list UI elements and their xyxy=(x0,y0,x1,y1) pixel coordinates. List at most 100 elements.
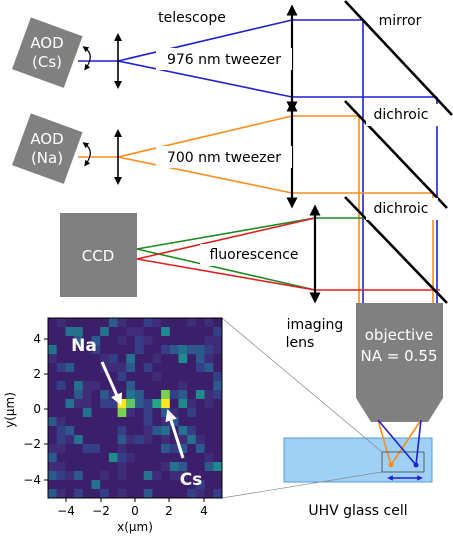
heatmap-pixel xyxy=(108,354,118,363)
heatmap-pixel xyxy=(56,381,66,390)
heatmap-pixel xyxy=(74,381,83,390)
aod-cs-rotate-icon xyxy=(82,46,91,71)
atom-pixel xyxy=(161,399,170,408)
aod-cs-box: AOD (Cs) xyxy=(12,17,83,88)
heatmap-pixel xyxy=(161,435,170,444)
heatmap-pixel xyxy=(187,489,196,498)
heatmap-pixel xyxy=(143,399,153,408)
dichroic-bottom xyxy=(344,196,448,304)
heatmap-pixel xyxy=(143,408,153,417)
heatmap-pixel xyxy=(161,462,170,471)
heatmap-pixel xyxy=(187,426,196,435)
heatmap-pixel xyxy=(135,345,144,354)
heatmap-pixel xyxy=(82,444,92,453)
heatmap-pixel xyxy=(161,327,170,336)
aod-na-box: AOD (Na) xyxy=(12,113,83,184)
heatmap-pixel xyxy=(126,408,135,417)
heatmap-pixel xyxy=(65,435,75,444)
heatmap-pixel xyxy=(213,390,222,399)
heatmap-pixel xyxy=(178,381,188,390)
heatmap-pixel xyxy=(169,444,179,453)
heatmap-pixel xyxy=(56,444,66,453)
heatmap-pixel xyxy=(195,435,205,444)
heatmap-pixel xyxy=(204,390,214,399)
heatmap-pixel xyxy=(48,345,57,354)
heatmap-pixel xyxy=(65,363,75,372)
heatmap-pixel xyxy=(117,318,127,327)
heatmap-pixel xyxy=(143,336,153,345)
heatmap-pixel xyxy=(117,489,127,498)
heatmap-pixel xyxy=(213,336,222,345)
heatmap-pixel xyxy=(56,363,66,372)
svg-text:AOD: AOD xyxy=(30,34,63,52)
heatmap-pixel xyxy=(48,462,57,471)
x-tick-label: −4 xyxy=(57,504,75,518)
heatmap-pixel xyxy=(152,372,162,381)
heatmap-pixel xyxy=(126,363,135,372)
heatmap-pixel xyxy=(178,345,188,354)
y-axis-label: y(μm) xyxy=(3,392,17,428)
heatmap-pixel xyxy=(48,471,57,480)
aod-na-rotate-icon xyxy=(82,142,91,167)
heatmap-pixel xyxy=(91,381,101,390)
heatmap-pixel xyxy=(48,489,57,498)
tweezer-700-label: 700 nm tweezer xyxy=(167,150,281,166)
heatmap-pixel xyxy=(178,471,188,480)
heatmap-pixel xyxy=(74,471,83,480)
heatmap-pixel xyxy=(178,426,188,435)
x-tick-label: −2 xyxy=(92,504,110,518)
heatmap-pixel xyxy=(56,471,66,480)
heatmap-pixel xyxy=(100,390,109,399)
heatmap-pixel xyxy=(161,426,170,435)
svg-text:(Na): (Na) xyxy=(31,149,63,167)
heatmap-pixel xyxy=(82,390,92,399)
heatmap-pixel xyxy=(169,408,179,417)
heatmap-pixel xyxy=(135,336,144,345)
svg-text:AOD: AOD xyxy=(30,130,63,148)
atom-pixel xyxy=(161,390,170,399)
heatmap-pixel xyxy=(91,336,101,345)
heatmap-pixel xyxy=(152,354,162,363)
cs-atom-label: Cs xyxy=(180,470,203,490)
heatmap-pixel xyxy=(74,336,83,345)
heatmap-pixel xyxy=(82,399,92,408)
heatmap-pixel xyxy=(187,318,196,327)
heatmap-pixel xyxy=(56,318,66,327)
fluorescence-label: fluorescence xyxy=(209,247,298,263)
heatmap-pixel xyxy=(74,435,83,444)
heatmap-pixel xyxy=(178,354,188,363)
dichroic-top-label: dichroic xyxy=(374,107,429,123)
heatmap-pixel xyxy=(204,354,214,363)
cs-pointer-arrow xyxy=(165,408,185,459)
heatmap-pixel xyxy=(187,408,196,417)
heatmap-pixel xyxy=(126,327,135,336)
heatmap-pixel xyxy=(143,363,153,372)
heatmap-pixel xyxy=(117,453,127,462)
heatmap-pixel xyxy=(169,462,179,471)
telescope-label: telescope xyxy=(158,10,226,26)
svg-text:(Cs): (Cs) xyxy=(32,53,62,71)
heatmap-pixel xyxy=(117,435,127,444)
heatmap-pixel xyxy=(100,327,109,336)
heatmap-pixel xyxy=(108,318,118,327)
na-focus-spot xyxy=(388,462,394,468)
x-tick-label: 4 xyxy=(200,504,208,518)
heatmap-pixel xyxy=(65,471,75,480)
ccd-label: CCD xyxy=(82,247,115,265)
heatmap-pixel xyxy=(48,444,57,453)
heatmap-pixel xyxy=(152,426,162,435)
y-tick-label: 0 xyxy=(33,402,41,416)
heatmap-pixel xyxy=(143,471,153,480)
heatmap-pixel xyxy=(108,399,118,408)
heatmap-pixel xyxy=(195,354,205,363)
focus-beams xyxy=(377,419,422,466)
heatmap-pixel xyxy=(213,372,222,381)
heatmap-pixel xyxy=(100,399,109,408)
heatmap-pixel xyxy=(56,489,66,498)
heatmap-pixel xyxy=(117,426,127,435)
zoom-connector-top xyxy=(221,317,383,453)
heatmap-pixel xyxy=(74,390,83,399)
heatmap-pixel xyxy=(187,399,196,408)
cs-focus-spot xyxy=(413,462,419,468)
y-tick-label: −2 xyxy=(23,437,41,451)
